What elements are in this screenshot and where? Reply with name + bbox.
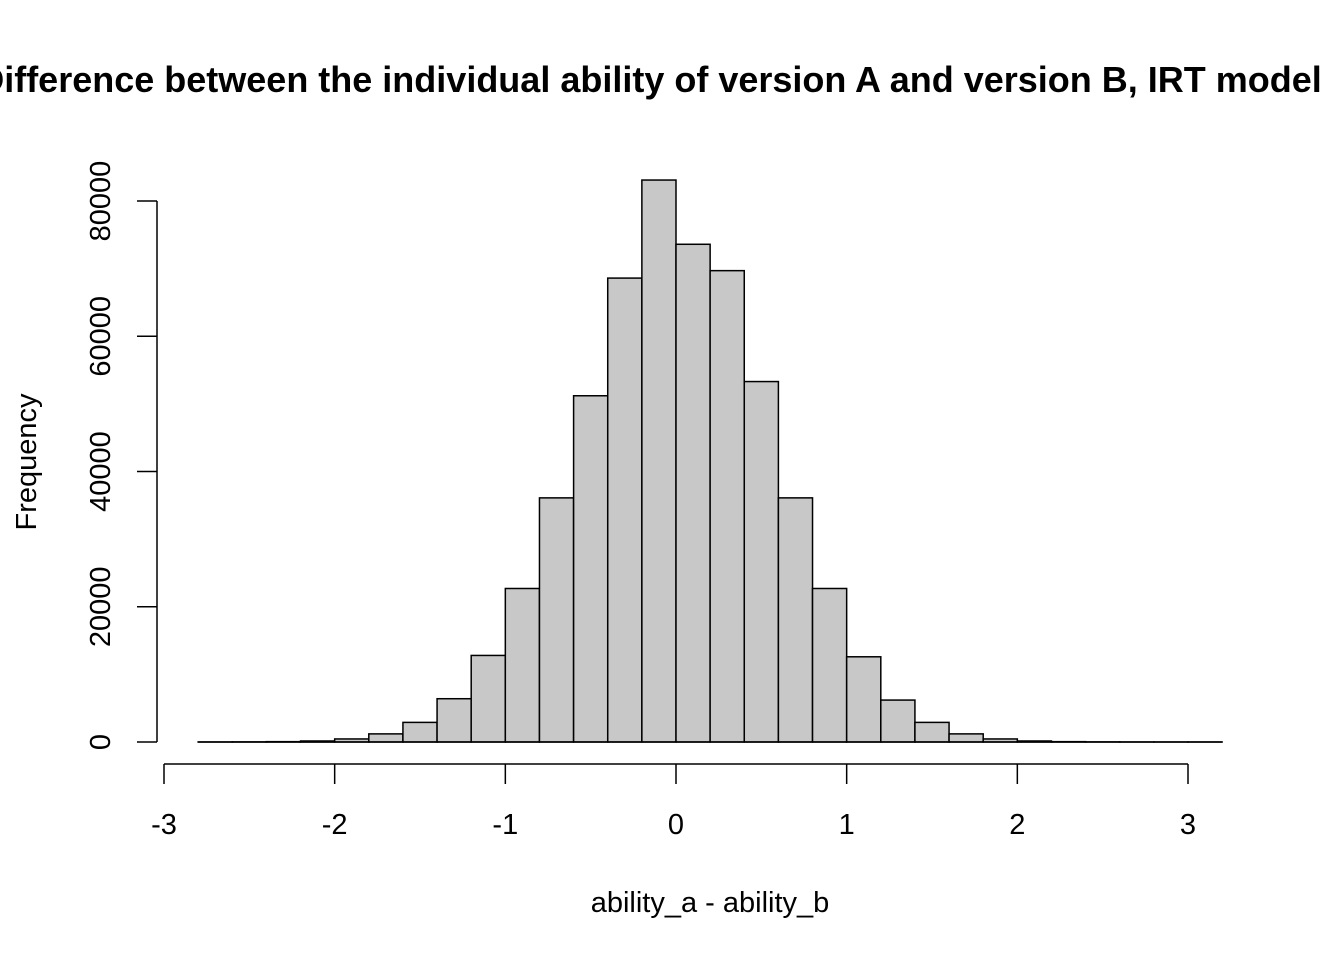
histogram-bar <box>948 733 984 743</box>
histogram-bar <box>675 243 711 743</box>
histogram-bar <box>606 277 643 743</box>
histogram-bar <box>777 497 814 743</box>
y-tick-label: 40000 <box>85 431 117 512</box>
x-tick-label: 0 <box>668 809 684 841</box>
y-tick-label: 60000 <box>85 296 117 377</box>
chart-title: Difference between the individual abilit… <box>0 59 1322 100</box>
x-tick-label: -2 <box>322 809 348 841</box>
x-axis-label: ability_a - ability_b <box>591 887 830 919</box>
histogram-bar <box>538 497 575 743</box>
histogram-bar <box>743 380 780 743</box>
histogram-bar <box>880 699 916 743</box>
histogram-bar <box>811 587 848 743</box>
x-tick-label: -1 <box>492 809 518 841</box>
y-tick-label: 80000 <box>85 161 117 242</box>
y-axis: 0 20000 40000 60000 80000 <box>85 161 158 750</box>
x-tick-label: 1 <box>839 809 855 841</box>
y-tick-label: 20000 <box>85 566 117 647</box>
histogram-bar <box>436 697 472 743</box>
histogram-bars <box>197 179 1223 743</box>
histogram-bar <box>504 587 541 743</box>
histogram-bar <box>641 179 677 743</box>
x-tick-label: 2 <box>1009 809 1025 841</box>
y-tick-label: 0 <box>85 734 117 750</box>
histogram-bar <box>470 654 507 743</box>
x-tick-label: 3 <box>1180 809 1196 841</box>
histogram-bar <box>709 269 746 743</box>
histogram-bar <box>914 721 950 743</box>
x-axis: -3 -2 -1 0 1 2 3 <box>151 763 1196 841</box>
histogram-bar <box>572 395 609 743</box>
x-tick-label: -3 <box>151 809 177 841</box>
histogram-bar <box>845 656 882 743</box>
y-axis-label: Frequency <box>11 393 43 531</box>
histogram-bar <box>402 721 438 743</box>
histogram-bar <box>368 733 404 743</box>
